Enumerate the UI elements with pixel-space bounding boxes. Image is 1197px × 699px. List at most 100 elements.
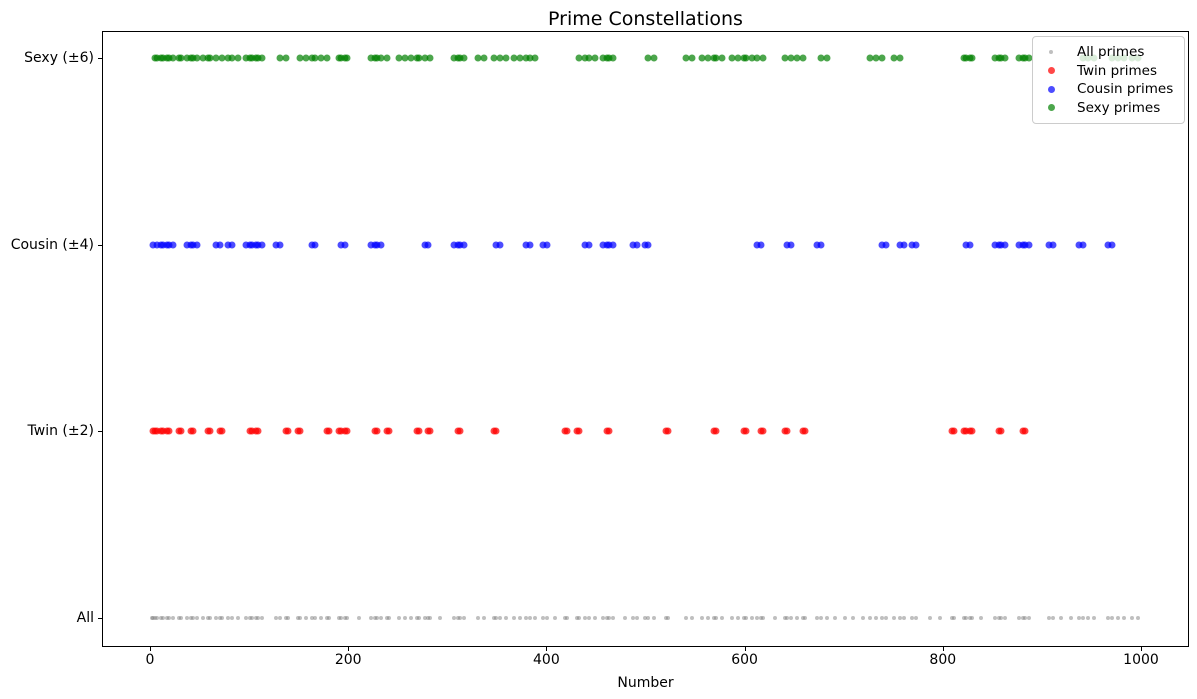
- cousin-primes-dot: [991, 241, 999, 249]
- sexy-primes-dot: [531, 54, 539, 62]
- all-primes-dot: [214, 616, 219, 620]
- all-primes-dot: [160, 616, 165, 620]
- green-dot-icon: [1033, 104, 1069, 112]
- sexy-primes-dot: [199, 54, 207, 62]
- twin-primes-dot: [962, 427, 970, 435]
- twin-primes-dot: [950, 427, 958, 435]
- twin-primes-dot: [153, 427, 161, 435]
- cousin-primes-dot: [783, 241, 791, 249]
- sexy-primes-dot: [421, 54, 428, 62]
- y-tick: [98, 58, 102, 59]
- sexy-primes-dot: [728, 54, 736, 62]
- cousin-primes-dot: [629, 241, 637, 249]
- x-tick-label: 400: [533, 652, 560, 668]
- all-primes-dot: [256, 616, 261, 620]
- blue-dot-icon: [1047, 85, 1055, 93]
- all-primes-dot: [880, 616, 885, 620]
- all-primes-dot: [462, 616, 467, 620]
- x-tick-label: 600: [731, 652, 758, 668]
- sexy-primes-dot: [516, 54, 524, 62]
- sexy-primes-dot: [575, 54, 583, 62]
- green-dot-icon: [1047, 104, 1055, 112]
- all-primes-dot: [902, 616, 907, 620]
- sexy-primes-dot: [704, 54, 712, 62]
- cousin-primes-dot: [962, 241, 970, 249]
- all-primes-dot: [285, 616, 290, 620]
- sexy-primes-dot: [866, 54, 874, 62]
- all-primes-dot: [259, 616, 264, 620]
- sexy-primes-dot: [367, 54, 375, 62]
- all-primes-dot: [438, 616, 443, 620]
- cousin-primes-dot: [1025, 241, 1033, 249]
- legend-item-label: All primes: [1077, 44, 1145, 61]
- all-primes-dot: [1003, 616, 1008, 620]
- all-primes-dot: [200, 616, 205, 620]
- all-primes-dot: [339, 616, 344, 620]
- all-primes-dot: [785, 616, 790, 620]
- sexy-primes-dot: [415, 54, 423, 62]
- x-tick: [348, 647, 350, 651]
- all-primes-dot: [606, 616, 611, 620]
- all-primes-dot: [1023, 616, 1028, 620]
- cousin-primes-dot: [585, 241, 593, 249]
- cousin-primes-dot: [609, 241, 617, 249]
- sexy-primes-dot: [510, 54, 518, 62]
- plot-area: [102, 31, 1189, 647]
- cousin-primes-dot: [460, 241, 468, 249]
- all-primes-dot: [719, 616, 724, 620]
- gray-dot-icon: [1049, 50, 1053, 55]
- all-primes-dot: [378, 616, 383, 620]
- x-tick-label: 200: [334, 652, 362, 668]
- cousin-primes-dot: [159, 241, 167, 249]
- legend-item: Cousin primes: [1033, 80, 1178, 99]
- cousin-primes-dot: [193, 241, 201, 249]
- all-primes-dot: [814, 616, 819, 620]
- all-primes-dot: [313, 616, 318, 620]
- all-primes-dot: [842, 616, 847, 620]
- all-primes-dot: [898, 616, 903, 620]
- twin-primes-dot: [997, 427, 1005, 435]
- sexy-primes-dot: [153, 54, 161, 62]
- cousin-primes-dot: [599, 241, 607, 249]
- twin-primes-dot: [296, 427, 304, 435]
- sexy-primes-dot: [407, 54, 415, 62]
- sexy-primes-dot: [242, 54, 250, 62]
- sexy-primes-dot: [311, 54, 319, 62]
- cousin-primes-dot: [997, 241, 1005, 249]
- sexy-primes-dot: [591, 54, 599, 62]
- twin-primes-dot: [783, 427, 791, 435]
- sexy-primes-dot: [781, 54, 789, 62]
- sexy-primes-dot: [688, 54, 696, 62]
- twin-primes-dot: [456, 427, 464, 435]
- cousin-primes-dot: [367, 241, 375, 249]
- sexy-primes-dot: [522, 54, 530, 62]
- sexy-primes-dot: [296, 54, 304, 62]
- all-primes-dot: [273, 616, 278, 620]
- sexy-primes-dot: [742, 54, 750, 62]
- all-primes-dot: [993, 616, 998, 620]
- all-primes-dot: [699, 616, 704, 620]
- sexy-primes-dot: [890, 54, 898, 62]
- all-primes-dot: [705, 616, 710, 620]
- all-primes-dot: [743, 616, 748, 620]
- all-primes-dot: [277, 616, 282, 620]
- y-tick: [98, 244, 102, 246]
- all-primes-dot: [1046, 616, 1051, 620]
- sexy-primes-dot: [401, 54, 409, 62]
- all-primes-dot: [184, 616, 189, 620]
- cousin-primes-dot: [966, 241, 974, 249]
- twin-primes-dot: [664, 427, 672, 435]
- cousin-primes-dot: [308, 241, 316, 249]
- sexy-primes-dot: [585, 54, 593, 62]
- all-primes-dot: [1027, 616, 1032, 620]
- all-primes-dot: [610, 616, 615, 620]
- cousin-primes-dot: [254, 241, 262, 249]
- sexy-primes-dot: [218, 54, 226, 62]
- sexy-primes-dot: [644, 54, 652, 62]
- sexy-primes-dot: [343, 54, 351, 62]
- x-axis-label: Number: [617, 675, 674, 691]
- sexy-primes-dot: [383, 54, 391, 62]
- all-primes-dot: [850, 616, 855, 620]
- all-primes-dot: [1116, 616, 1121, 620]
